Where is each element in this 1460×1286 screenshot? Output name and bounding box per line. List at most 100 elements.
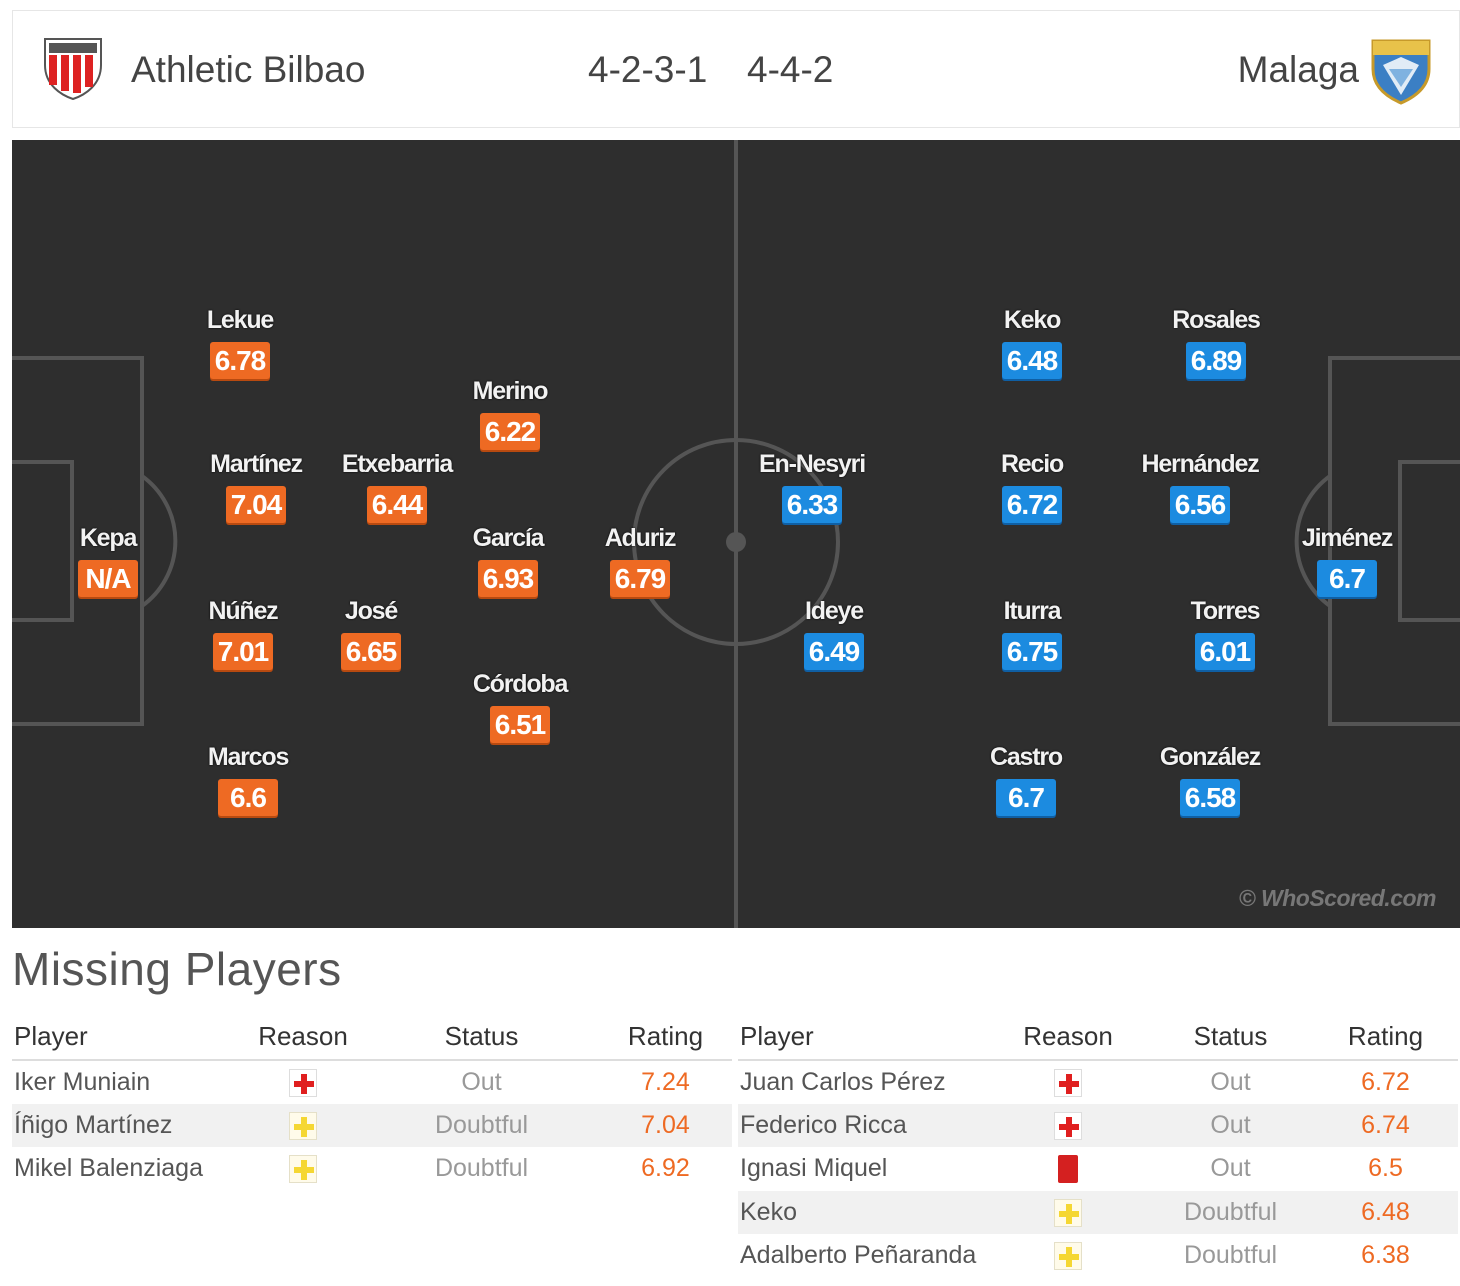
injury-icon — [1054, 1111, 1082, 1140]
player-name: Keko — [1003, 306, 1062, 334]
player-name: Castro — [990, 743, 1063, 771]
player-name: Córdoba — [472, 670, 569, 698]
home-team-name[interactable]: Athletic Bilbao — [131, 49, 366, 90]
home-player-nunez[interactable]: Núñez 7.01 — [183, 597, 303, 670]
home-player-martinez[interactable]: Martínez 7.04 — [196, 450, 316, 523]
status-cell: Out — [1148, 1103, 1313, 1147]
away-player-jimenez[interactable]: Jiménez 6.7 — [1287, 524, 1407, 597]
home-player-merino[interactable]: Merino 6.22 — [450, 377, 570, 450]
home-missing-table: Player Reason Status Rating Iker Muniain… — [12, 1014, 732, 1191]
player-rating: 6.65 — [340, 633, 402, 670]
column-header-player[interactable]: Player — [738, 1014, 988, 1061]
player-name[interactable]: Juan Carlos Pérez — [740, 1067, 946, 1096]
home-player-cordoba[interactable]: Córdoba 6.51 — [460, 670, 580, 743]
whoscored-watermark: © WhoScored.com — [1238, 885, 1437, 911]
reason-cell — [988, 1147, 1148, 1191]
home-player-lekue[interactable]: Lekue 6.78 — [180, 306, 300, 379]
injury-icon — [289, 1068, 317, 1097]
player-rating: 6.58 — [1179, 779, 1241, 816]
away-player-torres[interactable]: Torres 6.01 — [1165, 597, 1285, 670]
player-name[interactable]: Ignasi Miquel — [740, 1154, 888, 1183]
reason-cell — [988, 1234, 1148, 1278]
rating-cell: 6.5 — [1368, 1154, 1403, 1183]
reason-cell — [242, 1060, 364, 1104]
player-name[interactable]: Federico Ricca — [738, 1103, 988, 1147]
player-rating: N/A — [78, 560, 138, 597]
player-name[interactable]: Mikel Balenziaga — [14, 1154, 203, 1183]
player-rating: 6.44 — [366, 486, 428, 523]
rating-cell: 6.72 — [1361, 1067, 1410, 1096]
away-missing-table: Player Reason Status Rating Juan Carlos … — [738, 1014, 1458, 1278]
home-player-garcia[interactable]: García 6.93 — [448, 524, 568, 597]
away-player-en-nesyri[interactable]: En-Nesyri 6.33 — [752, 450, 872, 523]
status-cell: Doubtful — [1148, 1190, 1313, 1234]
reason-cell — [988, 1060, 1148, 1104]
status-cell: Out — [1210, 1067, 1251, 1096]
player-name[interactable]: Keko — [738, 1190, 988, 1234]
player-name[interactable]: Íñigo Martínez — [12, 1103, 242, 1147]
player-rating: 6.22 — [479, 413, 541, 450]
player-rating: 6.93 — [477, 560, 539, 597]
home-player-jose[interactable]: José 6.65 — [311, 597, 431, 670]
home-player-marcos[interactable]: Marcos 6.6 — [188, 743, 308, 816]
player-name[interactable]: Adalberto Peñaranda — [740, 1241, 977, 1270]
column-header-status[interactable]: Status — [1148, 1014, 1313, 1061]
rating-cell: 7.04 — [599, 1103, 732, 1147]
pitch-lines — [12, 140, 1460, 928]
player-name: Merino — [472, 377, 549, 405]
table-row: Adalberto Peñaranda Doubtful 6.38 — [738, 1234, 1458, 1278]
status-cell: Doubtful — [1183, 1241, 1278, 1270]
table-header-row: Player Reason Status Rating — [738, 1014, 1458, 1061]
reason-cell — [988, 1190, 1148, 1234]
player-name: Ideye — [805, 597, 864, 625]
player-name[interactable]: Iker Muniain — [14, 1067, 151, 1096]
player-name: José — [344, 597, 398, 625]
home-player-kepa[interactable]: Kepa N/A — [48, 524, 168, 597]
table-row: Iker Muniain Out 7.24 — [12, 1060, 732, 1104]
malaga-crest-icon[interactable] — [1369, 35, 1433, 105]
doubtful-icon — [289, 1155, 317, 1184]
table-row: Federico Ricca Out 6.74 — [738, 1103, 1458, 1147]
doubtful-icon — [1054, 1242, 1082, 1271]
player-rating: 6.7 — [996, 779, 1056, 816]
away-player-keko[interactable]: Keko 6.48 — [972, 306, 1092, 379]
status-cell: Out — [461, 1067, 502, 1096]
injury-icon — [1054, 1068, 1082, 1097]
doubtful-icon — [289, 1111, 317, 1140]
away-player-recio[interactable]: Recio 6.72 — [972, 450, 1092, 523]
away-player-gonzalez[interactable]: González 6.58 — [1150, 743, 1270, 816]
away-player-ideye[interactable]: Ideye 6.49 — [774, 597, 894, 670]
missing-players-title: Missing Players — [12, 943, 342, 995]
away-player-castro[interactable]: Castro 6.7 — [966, 743, 1086, 816]
table-row: Íñigo Martínez Doubtful 7.04 — [12, 1103, 732, 1147]
reason-cell — [242, 1147, 364, 1191]
player-rating: 6.51 — [489, 706, 551, 743]
player-rating: 6.33 — [781, 486, 843, 523]
player-name: En-Nesyri — [759, 450, 866, 478]
player-name: Marcos — [207, 743, 290, 771]
player-name: Núñez — [208, 597, 278, 625]
column-header-rating[interactable]: Rating — [599, 1014, 732, 1061]
away-team-name[interactable]: Malaga — [1237, 49, 1359, 90]
home-player-aduriz[interactable]: Aduriz 6.79 — [580, 524, 700, 597]
column-header-player[interactable]: Player — [12, 1014, 242, 1061]
column-header-reason[interactable]: Reason — [988, 1014, 1148, 1061]
status-cell: Doubtful — [364, 1103, 599, 1147]
table-row: Keko Doubtful 6.48 — [738, 1190, 1458, 1234]
away-player-hernandez[interactable]: Hernández 6.56 — [1140, 450, 1260, 523]
player-rating: 6.72 — [1001, 486, 1063, 523]
column-header-status[interactable]: Status — [364, 1014, 599, 1061]
player-rating: 6.56 — [1169, 486, 1231, 523]
player-name: Martínez — [210, 450, 303, 478]
table-row: Juan Carlos Pérez Out 6.72 — [738, 1060, 1458, 1104]
column-header-rating[interactable]: Rating — [1313, 1014, 1458, 1061]
red-card-icon — [1058, 1155, 1078, 1184]
home-player-etxebarria[interactable]: Etxebarria 6.44 — [337, 450, 457, 523]
away-player-iturra[interactable]: Iturra 6.75 — [972, 597, 1092, 670]
away-player-rosales[interactable]: Rosales 6.89 — [1156, 306, 1276, 379]
player-name: Etxebarria — [341, 450, 453, 478]
reason-cell — [988, 1103, 1148, 1147]
athletic-bilbao-crest-icon[interactable] — [41, 35, 105, 101]
column-header-reason[interactable]: Reason — [242, 1014, 364, 1061]
player-name: González — [1159, 743, 1261, 771]
